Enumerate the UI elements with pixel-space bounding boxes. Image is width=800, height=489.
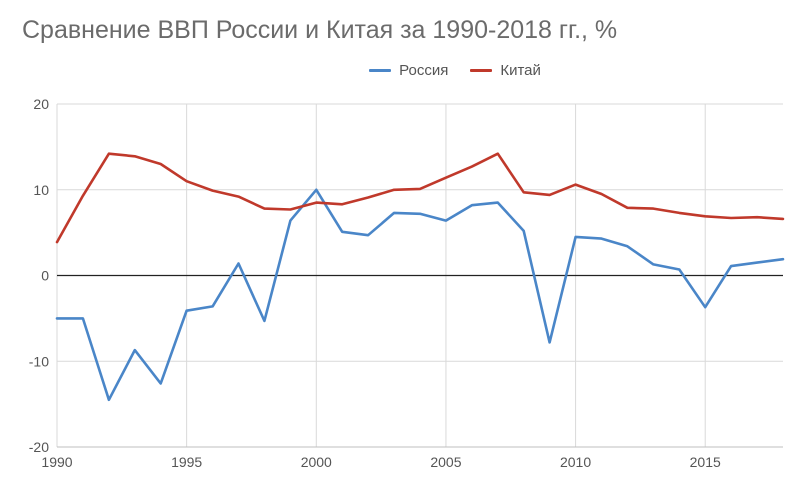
x-tick-label: 2010 xyxy=(560,454,591,470)
legend-swatch-russia xyxy=(369,69,392,72)
y-tick-label: 0 xyxy=(41,268,49,284)
y-tick-label: 20 xyxy=(33,96,49,112)
x-tick-label: 1995 xyxy=(171,454,202,470)
y-tick-label: 10 xyxy=(33,182,49,198)
legend: Россия Китай xyxy=(0,62,800,79)
x-tick-label: 2000 xyxy=(301,454,332,470)
legend-label-china: Китай xyxy=(500,62,541,79)
chart-title: Сравнение ВВП России и Китая за 1990-201… xyxy=(22,16,618,44)
legend-item-china: Китай xyxy=(470,62,541,79)
y-tick-label: -10 xyxy=(29,353,49,369)
series-line-russia xyxy=(55,188,785,402)
legend-label-russia: Россия xyxy=(399,62,449,79)
x-tick-label: 2005 xyxy=(430,454,461,470)
legend-swatch-china xyxy=(470,69,493,72)
series-line-china xyxy=(55,152,785,244)
legend-item-russia: Россия xyxy=(369,62,448,79)
x-tick-label: 2015 xyxy=(690,454,721,470)
y-tick-label: -20 xyxy=(29,439,49,455)
x-tick-label: 1990 xyxy=(41,454,72,470)
